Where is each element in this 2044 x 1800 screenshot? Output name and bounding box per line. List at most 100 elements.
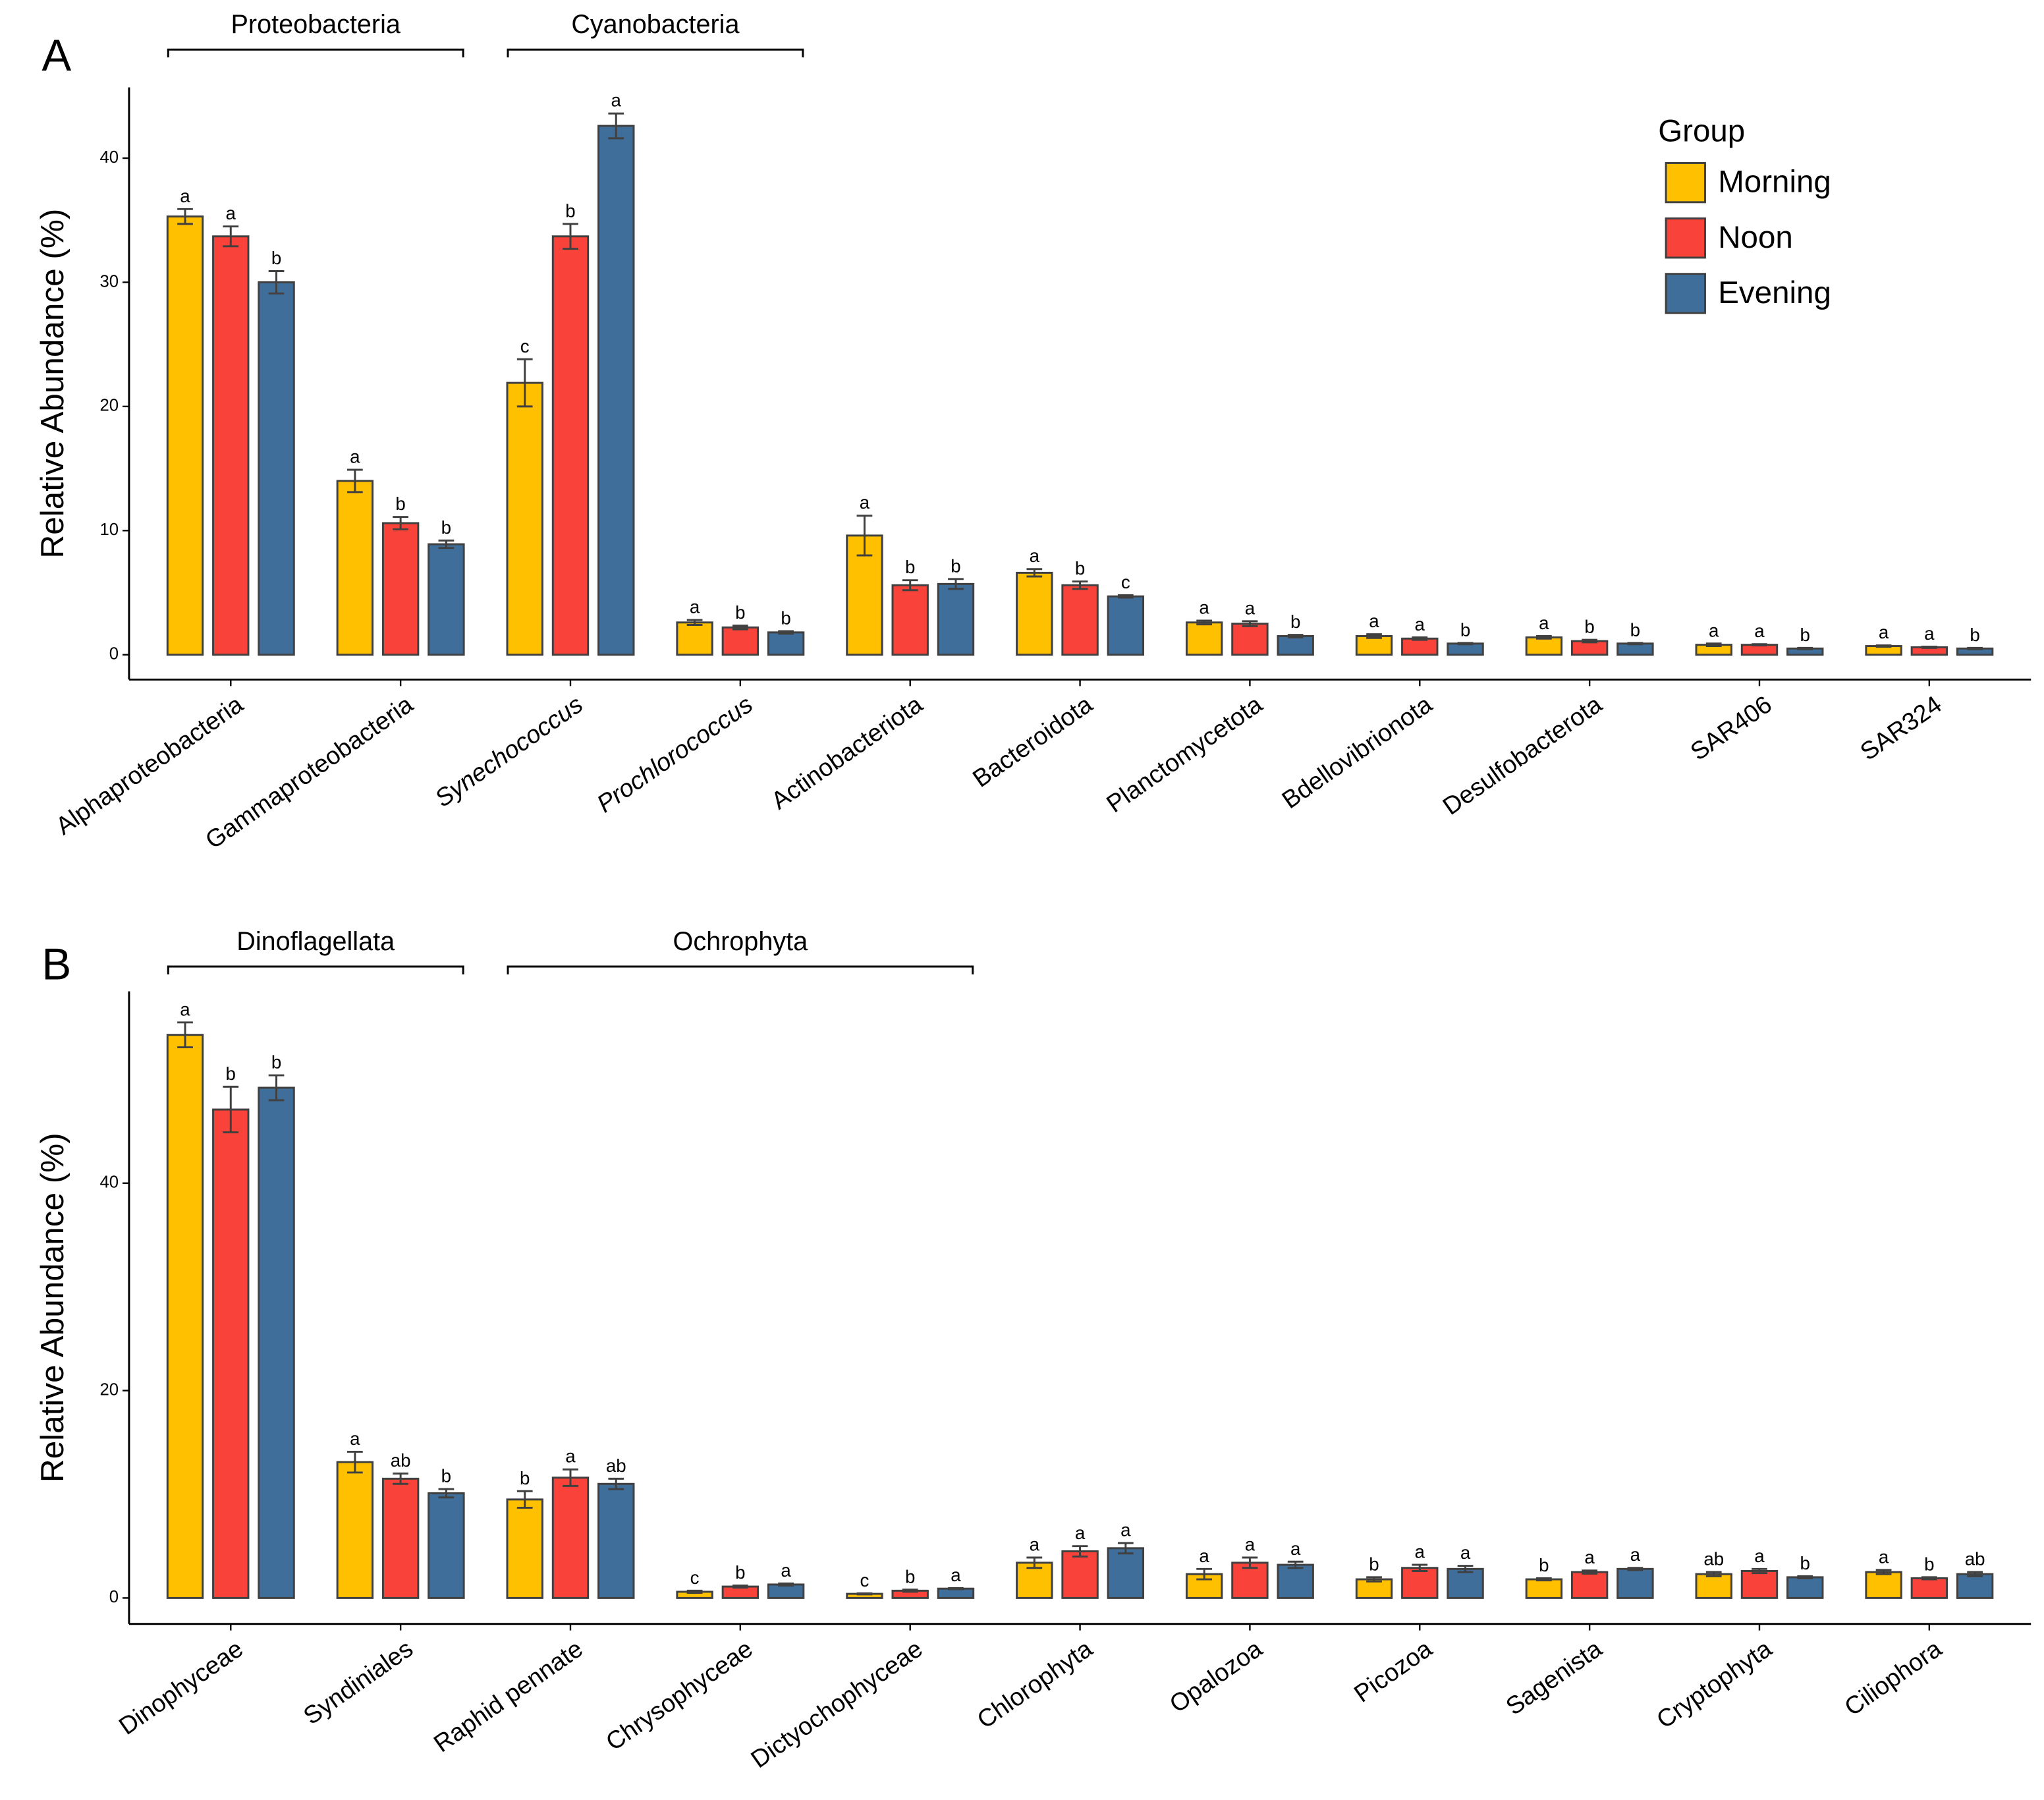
error-bar (438, 539, 455, 549)
bar (1277, 634, 1314, 656)
significance-letter: a (1030, 1534, 1040, 1554)
bar (597, 1482, 635, 1599)
bar (1107, 1547, 1145, 1599)
bar (166, 215, 204, 656)
x-tick-label: Ciliophora (1839, 1635, 1947, 1722)
error-bar (563, 223, 578, 250)
error-bar (393, 1473, 409, 1485)
error-bar (1752, 1567, 1767, 1575)
x-tick-label: Prochlorococcus (592, 690, 758, 818)
bar (506, 381, 543, 656)
significance-letter: b (1075, 558, 1085, 578)
bar (937, 582, 975, 656)
significance-letter: b (1290, 611, 1300, 632)
significance-letter: a (1075, 1523, 1086, 1543)
bar (1231, 623, 1269, 656)
error-bar (948, 1587, 964, 1590)
error-bar (778, 1582, 794, 1587)
significance-letter: b (1584, 617, 1594, 637)
error-bar (1627, 1567, 1643, 1571)
y-tick-label: 30 (99, 272, 119, 291)
group-label: Ochrophyta (673, 927, 809, 956)
bar (1865, 1571, 1902, 1599)
significance-letter: b (520, 1468, 530, 1488)
error-bar (1535, 634, 1552, 640)
bar (551, 235, 590, 656)
y-axis-label: Relative Abundance (%) (34, 209, 70, 559)
x-tick-label: Actinobacteriota (766, 690, 927, 814)
bar (1447, 642, 1484, 656)
significance-letter: a (1754, 1546, 1765, 1566)
x-tick-label: Raphid pennate (429, 1635, 588, 1758)
x-tick-label: Desulfobacterota (1437, 690, 1607, 820)
bar (891, 584, 929, 656)
significance-letter: a (690, 596, 700, 617)
bar (1695, 1573, 1732, 1599)
bar (1185, 621, 1223, 656)
x-tick-label: Dinophyceae (114, 1635, 248, 1740)
significance-letter: a (1245, 598, 1256, 618)
significance-letter: b (735, 1562, 745, 1583)
significance-letter: a (860, 492, 870, 513)
bar (1525, 636, 1563, 656)
significance-letter: a (951, 1565, 961, 1585)
error-bar (778, 630, 794, 635)
error-bar (1196, 619, 1213, 626)
error-bar (1366, 633, 1382, 639)
significance-letter: a (1120, 1519, 1131, 1540)
error-bar (1242, 620, 1258, 627)
significance-letter: a (1369, 611, 1379, 631)
significance-letter: a (1879, 1546, 1889, 1567)
error-bar (1582, 1569, 1598, 1575)
significance-letter: b (565, 200, 575, 221)
bar (767, 1583, 805, 1599)
significance-letter: a (611, 90, 622, 111)
error-bar (732, 624, 748, 631)
error-bar (1412, 1563, 1428, 1572)
bar (1277, 1563, 1314, 1599)
significance-letter: a (1584, 1547, 1595, 1567)
significance-letter: a (350, 446, 360, 466)
significance-letter: a (226, 203, 236, 223)
bar (721, 626, 760, 656)
legend-swatch (1665, 217, 1706, 259)
group-bracket (167, 965, 464, 974)
error-bar (1627, 642, 1643, 646)
panel-label: B (41, 940, 71, 990)
significance-letter: b (1970, 625, 1979, 645)
significance-letter: a (1245, 1534, 1256, 1554)
bar (1616, 642, 1654, 656)
error-bar (1072, 580, 1088, 590)
bar (767, 631, 805, 656)
significance-letter: b (1369, 1554, 1379, 1574)
group-bracket (167, 48, 464, 58)
x-tick-label: Bacteroidota (968, 690, 1097, 793)
error-bar (948, 578, 964, 590)
x-tick-label: Bdellovibrionota (1277, 690, 1437, 814)
bar (428, 1492, 465, 1599)
error-bar (1457, 642, 1474, 646)
error-bar (346, 468, 363, 493)
x-tick-label: Syndiniales (298, 1635, 418, 1730)
bar (846, 534, 883, 656)
error-bar (1412, 636, 1428, 641)
significance-letter: a (180, 999, 190, 1019)
significance-letter: a (1754, 621, 1765, 641)
group-bracket (507, 965, 974, 974)
x-tick-label: Chrysophyceae (601, 1635, 758, 1756)
y-tick-label: 20 (99, 397, 119, 415)
y-tick-label: 20 (99, 1380, 119, 1399)
bar (1016, 571, 1053, 656)
bar (506, 1498, 543, 1599)
error-bar (686, 619, 703, 627)
bar (1910, 1577, 1948, 1599)
significance-letter: b (271, 1052, 281, 1073)
error-bar (902, 579, 918, 592)
significance-letter: a (1709, 620, 1719, 640)
bar (212, 1108, 250, 1599)
bar (1107, 595, 1145, 656)
bar (597, 125, 635, 656)
x-tick-label: Opalozoa (1165, 1635, 1267, 1718)
significance-letter: ab (391, 1450, 411, 1471)
significance-letter: b (905, 1566, 915, 1587)
